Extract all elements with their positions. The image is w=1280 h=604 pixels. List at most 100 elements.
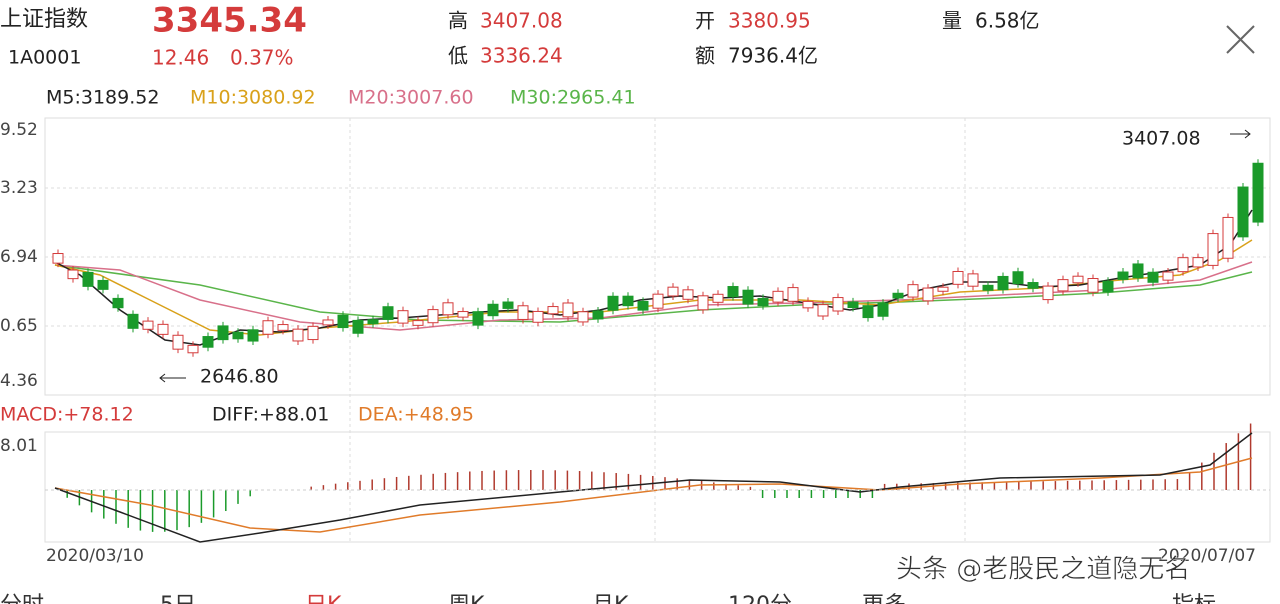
- candle: [652, 293, 664, 309]
- candle: [742, 289, 754, 305]
- tab[interactable]: 120分: [728, 593, 792, 604]
- candle: [682, 289, 694, 300]
- candle: [1147, 271, 1159, 283]
- candle: [1162, 271, 1174, 281]
- candle: [1027, 282, 1039, 289]
- candle: [1087, 278, 1099, 293]
- candle: [262, 320, 274, 335]
- candle: [442, 302, 454, 316]
- dea: DEA:+48.95: [358, 404, 474, 426]
- candle: [502, 301, 514, 309]
- candle: [1042, 285, 1054, 301]
- candle: [232, 331, 244, 340]
- arrow: [1230, 129, 1251, 139]
- candle: [382, 306, 394, 320]
- candle: [847, 301, 859, 309]
- candle: [217, 325, 229, 341]
- candle: [967, 273, 979, 287]
- candle: [637, 300, 649, 311]
- candle: [67, 269, 79, 280]
- candle: [352, 319, 364, 334]
- tab[interactable]: 更多: [862, 593, 906, 604]
- diff: DIFF:+88.01: [212, 404, 329, 426]
- candle: [277, 324, 289, 331]
- candle: [142, 320, 154, 330]
- price: 3345.34: [152, 1, 307, 41]
- candle: [157, 323, 169, 335]
- watermark: 头条 @老股民之道隐无名: [896, 555, 1190, 585]
- date-end: 2020/07/07: [1158, 546, 1256, 566]
- candle: [1177, 257, 1189, 273]
- tab[interactable]: 日K: [305, 593, 342, 604]
- candle: [1237, 186, 1249, 238]
- ma10: M10:3080.92: [190, 87, 316, 109]
- tab[interactable]: 月K: [592, 593, 629, 604]
- tab[interactable]: 周K: [448, 593, 485, 604]
- candle: [337, 314, 349, 329]
- close-button[interactable]: [1226, 25, 1255, 54]
- candle: [247, 329, 259, 342]
- candle: [577, 311, 589, 323]
- candle: [622, 295, 634, 307]
- candle: [877, 302, 889, 317]
- candle: [787, 287, 799, 302]
- change: 12.46: [152, 46, 209, 70]
- candle: [1012, 271, 1024, 285]
- candle: [832, 297, 844, 312]
- candle: [697, 295, 709, 311]
- candle: [667, 286, 679, 297]
- candle: [172, 334, 184, 350]
- ma-line: [54, 261, 1253, 331]
- low: 3336.24: [480, 44, 563, 68]
- candle: [82, 271, 94, 287]
- candle: [817, 304, 829, 317]
- grid: [44, 117, 1271, 543]
- price-axis-label: 4.36: [0, 371, 38, 391]
- label: 高: [448, 9, 468, 33]
- label: 开: [695, 9, 715, 33]
- candle: [97, 279, 109, 290]
- candle: [1222, 216, 1234, 259]
- candle: [607, 295, 619, 311]
- candle: [1207, 233, 1219, 266]
- candle: [412, 320, 424, 326]
- ma20: M20:3007.60: [348, 87, 474, 109]
- arrow: [159, 373, 186, 383]
- candle: [592, 310, 604, 320]
- candle: [307, 325, 319, 341]
- price-axis-label: 9.52: [0, 120, 38, 140]
- date-start: 2020/03/10: [46, 546, 144, 566]
- candle: [517, 305, 529, 320]
- macd: MACD:+78.12: [0, 404, 134, 426]
- candle: [112, 297, 124, 309]
- ma-line: [54, 239, 1253, 336]
- candle: [937, 286, 949, 292]
- candle: [1252, 162, 1264, 223]
- price-axis-label: 3.23: [0, 178, 38, 198]
- index-name: 上证指数: [0, 7, 88, 32]
- candle: [292, 328, 304, 342]
- candle: [1072, 275, 1084, 284]
- open: 3380.95: [728, 9, 811, 33]
- candle: [562, 302, 574, 318]
- candle: [367, 319, 379, 325]
- tab[interactable]: 分时: [0, 593, 44, 604]
- high: 3407.08: [480, 9, 563, 33]
- index-code: 1A0001: [8, 47, 81, 69]
- ma5: M5:3189.52: [46, 87, 159, 109]
- label: 低: [448, 44, 468, 68]
- candle: [952, 270, 964, 285]
- candle: [547, 306, 559, 315]
- candle: [202, 336, 214, 348]
- ma-line: [54, 209, 1253, 346]
- diff-line: [54, 432, 1253, 543]
- candle: [1102, 280, 1114, 293]
- tab[interactable]: 指标: [1172, 593, 1216, 604]
- price-axis-label: 6.94: [0, 247, 38, 267]
- candle: [757, 297, 769, 307]
- candle: [472, 311, 484, 326]
- candle: [322, 319, 334, 326]
- candle: [1117, 271, 1129, 280]
- tab[interactable]: 5日: [160, 593, 196, 604]
- macd-axis: 8.01: [0, 436, 38, 456]
